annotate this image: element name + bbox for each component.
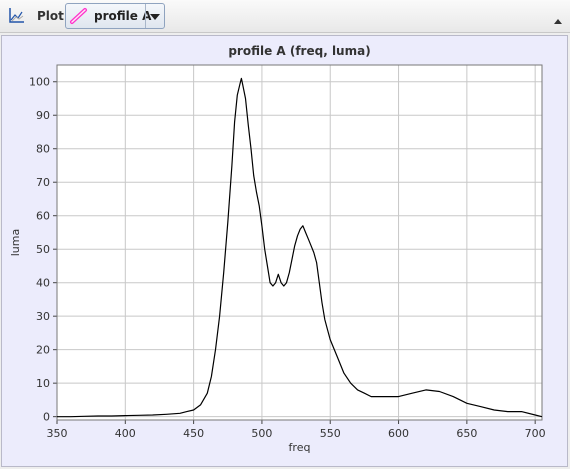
y-tick-label: 90 bbox=[36, 109, 50, 122]
toolbar-title: Plot bbox=[37, 9, 64, 23]
y-tick-label: 80 bbox=[36, 143, 50, 156]
y-tick-label: 20 bbox=[36, 344, 50, 357]
x-tick-label: 500 bbox=[251, 427, 272, 440]
profile-select-label: profile A bbox=[94, 9, 152, 23]
y-tick-label: 70 bbox=[36, 176, 50, 189]
toolbar: Plot profile A bbox=[0, 0, 570, 33]
x-tick-label: 550 bbox=[320, 427, 341, 440]
x-tick-label: 450 bbox=[183, 427, 204, 440]
y-axis-label: luma bbox=[9, 229, 22, 256]
profile-chart: 350 400 450 500 550 600 650 700 0 10 20 30 40 50 60 70 8… bbox=[9, 44, 546, 454]
x-tick-label: 650 bbox=[456, 427, 477, 440]
plot-axes-icon[interactable] bbox=[6, 6, 26, 26]
y-tick-label: 60 bbox=[36, 210, 50, 223]
x-tick-label: 350 bbox=[47, 427, 68, 440]
plot-panel: 350 400 450 500 550 600 650 700 0 10 20 30 40 50 60 70 8… bbox=[1, 35, 568, 467]
x-axis-label: freq bbox=[289, 441, 311, 454]
y-tick-label: 0 bbox=[43, 411, 50, 424]
y-tick-label: 30 bbox=[36, 310, 50, 323]
collapse-up-icon[interactable] bbox=[553, 11, 563, 24]
series-line bbox=[57, 77, 543, 418]
chart-title: profile A (freq, luma) bbox=[228, 44, 370, 58]
plot-area bbox=[57, 65, 542, 420]
y-tick-label: 10 bbox=[36, 377, 50, 390]
x-tick-label: 600 bbox=[388, 427, 409, 440]
y-tick-label: 40 bbox=[36, 277, 50, 290]
x-tick-label: 700 bbox=[525, 427, 546, 440]
y-tick-label: 100 bbox=[29, 76, 50, 89]
plot-border bbox=[56, 64, 543, 421]
y-tick-label: 50 bbox=[36, 243, 50, 256]
profile-line-icon bbox=[69, 7, 89, 25]
x-tick-label: 400 bbox=[115, 427, 136, 440]
profile-select[interactable]: profile A bbox=[65, 3, 165, 29]
chevron-down-icon[interactable] bbox=[145, 4, 164, 28]
